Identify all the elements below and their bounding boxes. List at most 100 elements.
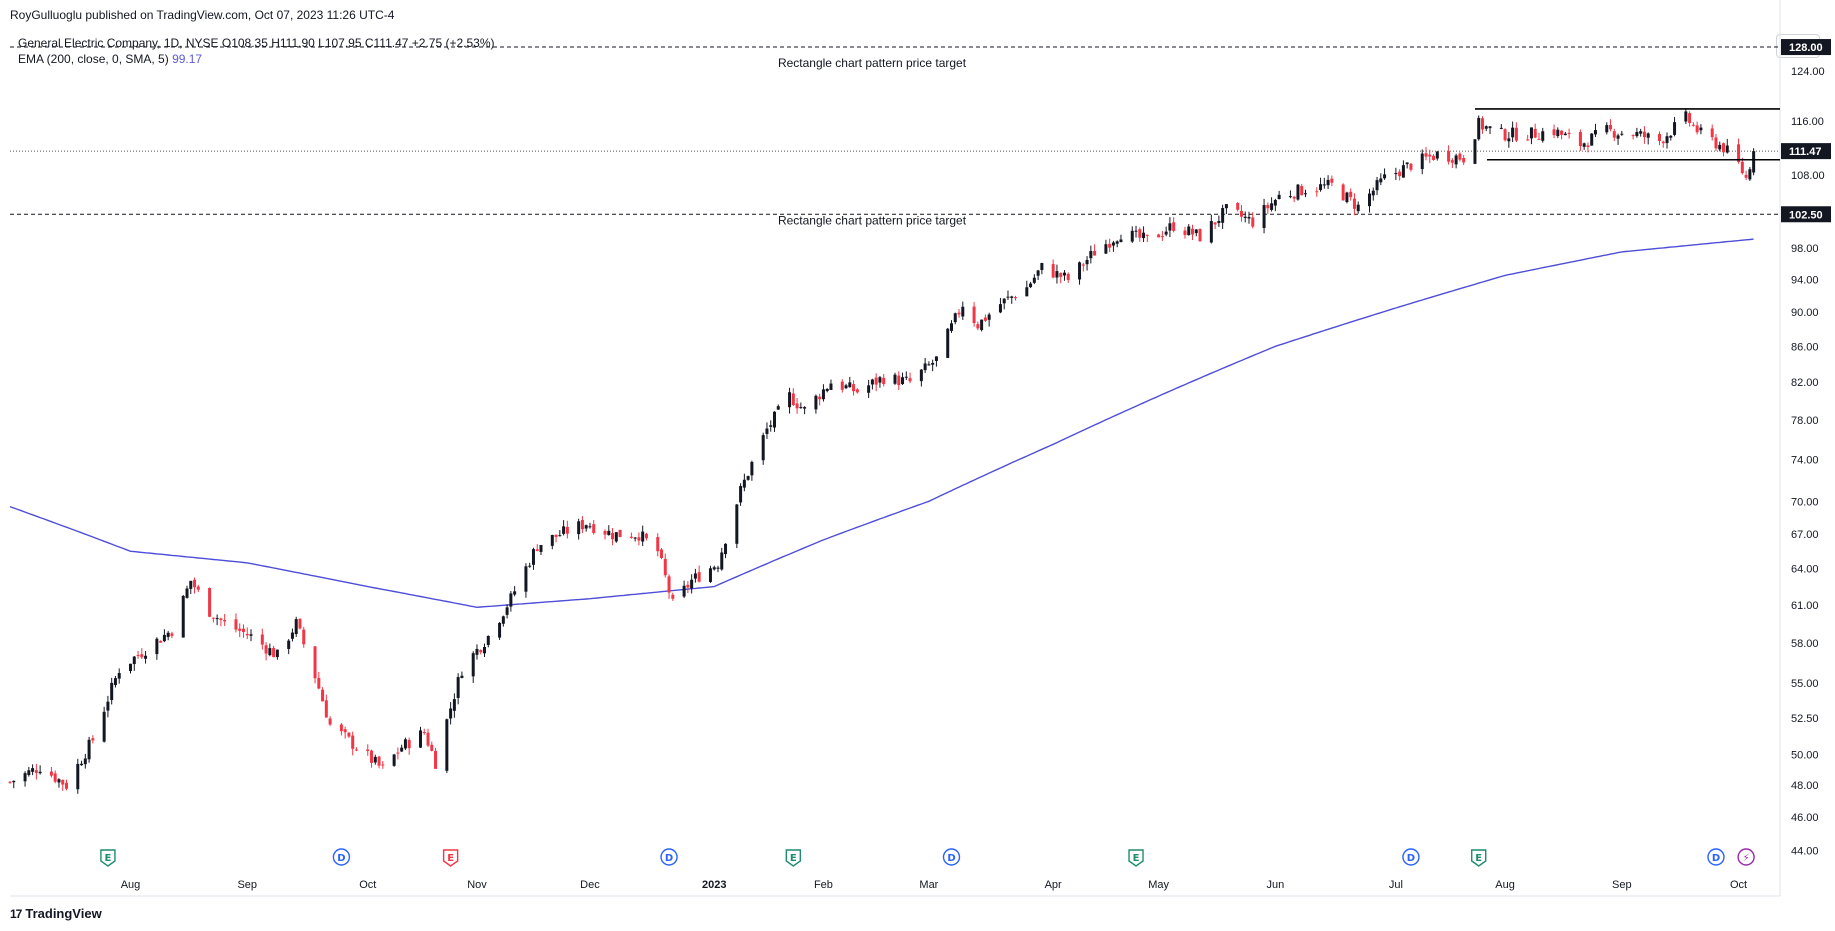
- y-tick-label: 61.00: [1791, 600, 1819, 612]
- candle: [241, 624, 245, 638]
- candle-body: [1119, 239, 1123, 243]
- candle-body: [1326, 179, 1330, 186]
- candle-body: [505, 607, 509, 615]
- candle: [550, 534, 554, 550]
- candle: [1514, 122, 1518, 142]
- candle: [742, 473, 746, 492]
- candle-body: [1142, 232, 1146, 239]
- candle: [1428, 149, 1432, 164]
- candle-body: [1168, 223, 1172, 231]
- candle: [1217, 215, 1221, 227]
- earnings-marker-icon[interactable]: E: [100, 849, 116, 867]
- candle: [1394, 167, 1398, 180]
- candle-body: [339, 724, 343, 732]
- candle: [1473, 139, 1477, 165]
- earnings-marker-icon[interactable]: E: [785, 849, 802, 867]
- candle: [422, 728, 426, 735]
- candle: [1722, 142, 1726, 157]
- candle: [739, 483, 743, 506]
- candle: [897, 371, 901, 390]
- candle-body: [1691, 124, 1695, 126]
- dividend-marker-icon[interactable]: D: [1402, 848, 1420, 866]
- dividend-marker-icon[interactable]: D: [332, 848, 351, 866]
- candle: [486, 635, 490, 648]
- candle: [1590, 133, 1594, 146]
- candle-body: [366, 749, 370, 751]
- candle-body: [324, 700, 328, 718]
- candle: [1326, 175, 1330, 189]
- earnings-marker-icon[interactable]: E: [1128, 849, 1144, 867]
- candle-body: [501, 616, 505, 624]
- candle: [117, 668, 121, 684]
- symbol-info[interactable]: General Electric Company, 1D, NYSE O108.…: [18, 36, 495, 50]
- candle: [1108, 238, 1112, 253]
- candle-body: [49, 771, 53, 776]
- candle-body: [117, 673, 121, 679]
- candle: [644, 532, 648, 541]
- candle: [1134, 225, 1138, 238]
- candle: [1371, 187, 1375, 201]
- candle: [874, 373, 878, 392]
- candle: [1198, 228, 1202, 242]
- candle: [852, 380, 856, 396]
- candle: [27, 766, 31, 777]
- candle: [1405, 162, 1409, 169]
- candle: [656, 533, 660, 557]
- candle: [1368, 188, 1372, 213]
- candle-body: [260, 634, 264, 645]
- earnings-marker-icon[interactable]: E: [442, 849, 459, 867]
- candle-body: [840, 381, 844, 390]
- split-badge-shape: [1737, 848, 1755, 866]
- price-axis[interactable]: 124.00 116.00 108.00 98.00 94.00 90.00 86.00 82…: [1781, 39, 1831, 858]
- candle-body: [1093, 250, 1097, 256]
- candle-body: [1051, 264, 1055, 278]
- candle: [671, 592, 675, 601]
- candle-body: [64, 782, 68, 789]
- earnings-marker-icon[interactable]: E: [1471, 849, 1487, 867]
- candle-body: [1379, 178, 1383, 183]
- split-marker-icon[interactable]: ⚡: [1737, 848, 1755, 866]
- candle: [1194, 229, 1198, 237]
- candle: [528, 562, 532, 568]
- candle: [1620, 130, 1624, 136]
- horizontal-levels: [10, 46, 1780, 215]
- candle: [102, 706, 106, 743]
- candle: [347, 732, 351, 738]
- earnings-marker-label: E: [447, 853, 454, 864]
- candle: [1695, 121, 1699, 135]
- candle-body: [1695, 125, 1699, 133]
- candle-body: [181, 595, 185, 638]
- earnings-marker-label: E: [104, 853, 111, 864]
- candle: [475, 644, 479, 660]
- candle-body: [1560, 130, 1564, 135]
- candle-body: [588, 526, 592, 528]
- candle-body: [867, 385, 871, 393]
- candle: [1115, 240, 1119, 248]
- candle-body: [712, 567, 716, 570]
- candle: [607, 525, 611, 536]
- candle: [381, 761, 385, 769]
- candle-body: [1108, 243, 1112, 248]
- candle-body: [1345, 192, 1349, 203]
- y-tick-label: 50.00: [1791, 749, 1819, 761]
- tradingview-logo[interactable]: 17 TradingView: [10, 906, 102, 921]
- candle: [268, 643, 272, 657]
- candle: [373, 754, 377, 765]
- time-axis[interactable]: Aug Sep Oct Nov Dec 2023 Feb Mar Apr May Jun Jul Aug…: [121, 879, 1747, 891]
- candle-body: [577, 521, 581, 535]
- dividend-marker-icon[interactable]: D: [1707, 848, 1725, 866]
- split-marker-label: ⚡: [1743, 853, 1750, 864]
- dividend-marker-icon[interactable]: D: [942, 848, 961, 866]
- candle: [501, 615, 505, 627]
- y-tick-label: 78.00: [1791, 415, 1819, 427]
- candle-body: [1262, 205, 1266, 228]
- dividend-marker-icon[interactable]: D: [660, 848, 678, 866]
- candle-body: [946, 328, 950, 358]
- candle: [1345, 191, 1349, 204]
- candle-body: [343, 729, 347, 733]
- candle-body: [1458, 153, 1462, 160]
- candle-body: [614, 532, 618, 542]
- ema-indicator-legend[interactable]: EMA (200, close, 0, SMA, 5) 99.17: [18, 51, 495, 67]
- candle-body: [1349, 191, 1353, 198]
